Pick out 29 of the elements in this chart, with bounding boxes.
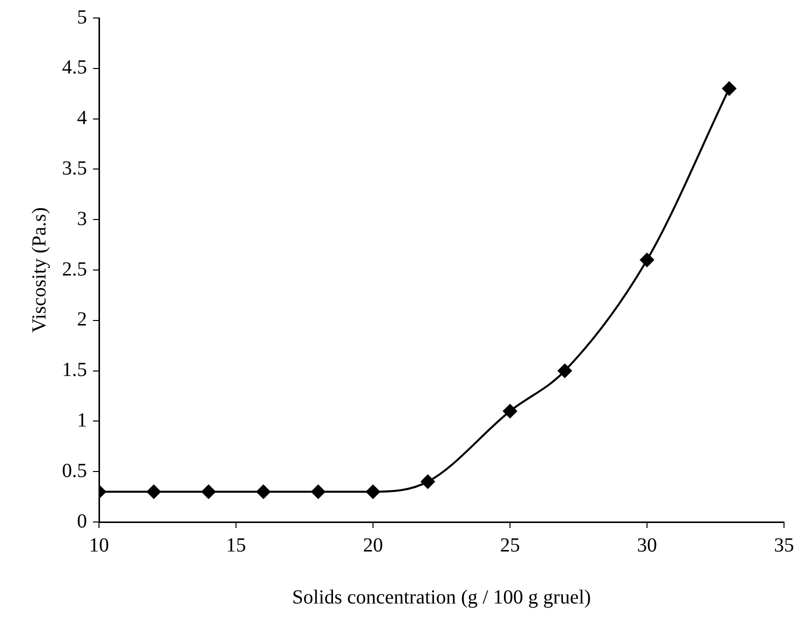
x-tick-label: 30 bbox=[637, 534, 657, 556]
y-tick-label: 1 bbox=[77, 409, 87, 432]
y-axis-title: Viscosity (Pa.s) bbox=[28, 207, 50, 333]
point bbox=[503, 404, 517, 418]
y-tick-label: 4.5 bbox=[62, 56, 87, 79]
y-tick-label: 2.5 bbox=[62, 258, 87, 280]
point bbox=[640, 252, 654, 267]
y-tick-label: 5 bbox=[77, 6, 87, 28]
point bbox=[202, 484, 216, 499]
point bbox=[558, 364, 572, 378]
point bbox=[420, 474, 435, 489]
x-tick-label: 10 bbox=[89, 534, 109, 556]
point bbox=[311, 484, 326, 499]
y-tick-label: 0.5 bbox=[62, 460, 87, 482]
x-tick-label: 15 bbox=[226, 534, 246, 556]
y-tick-label: 3.5 bbox=[62, 157, 87, 180]
y-tick-label: 1.5 bbox=[62, 359, 87, 382]
point bbox=[256, 484, 270, 499]
y-tick-label: 4 bbox=[77, 107, 87, 130]
x-tick-label: 25 bbox=[500, 534, 520, 556]
y-tick-label: 3 bbox=[77, 208, 87, 230]
y-tick-label: 2 bbox=[77, 308, 87, 331]
x-tick-label: 35 bbox=[774, 534, 794, 556]
y-tick-label: 0 bbox=[77, 510, 87, 532]
point bbox=[722, 82, 736, 96]
point bbox=[146, 484, 161, 499]
x-tick-label: 20 bbox=[363, 534, 383, 556]
point bbox=[366, 484, 380, 499]
x-axis-title: Solids concentration (g / 100 g gruel) bbox=[292, 586, 591, 608]
